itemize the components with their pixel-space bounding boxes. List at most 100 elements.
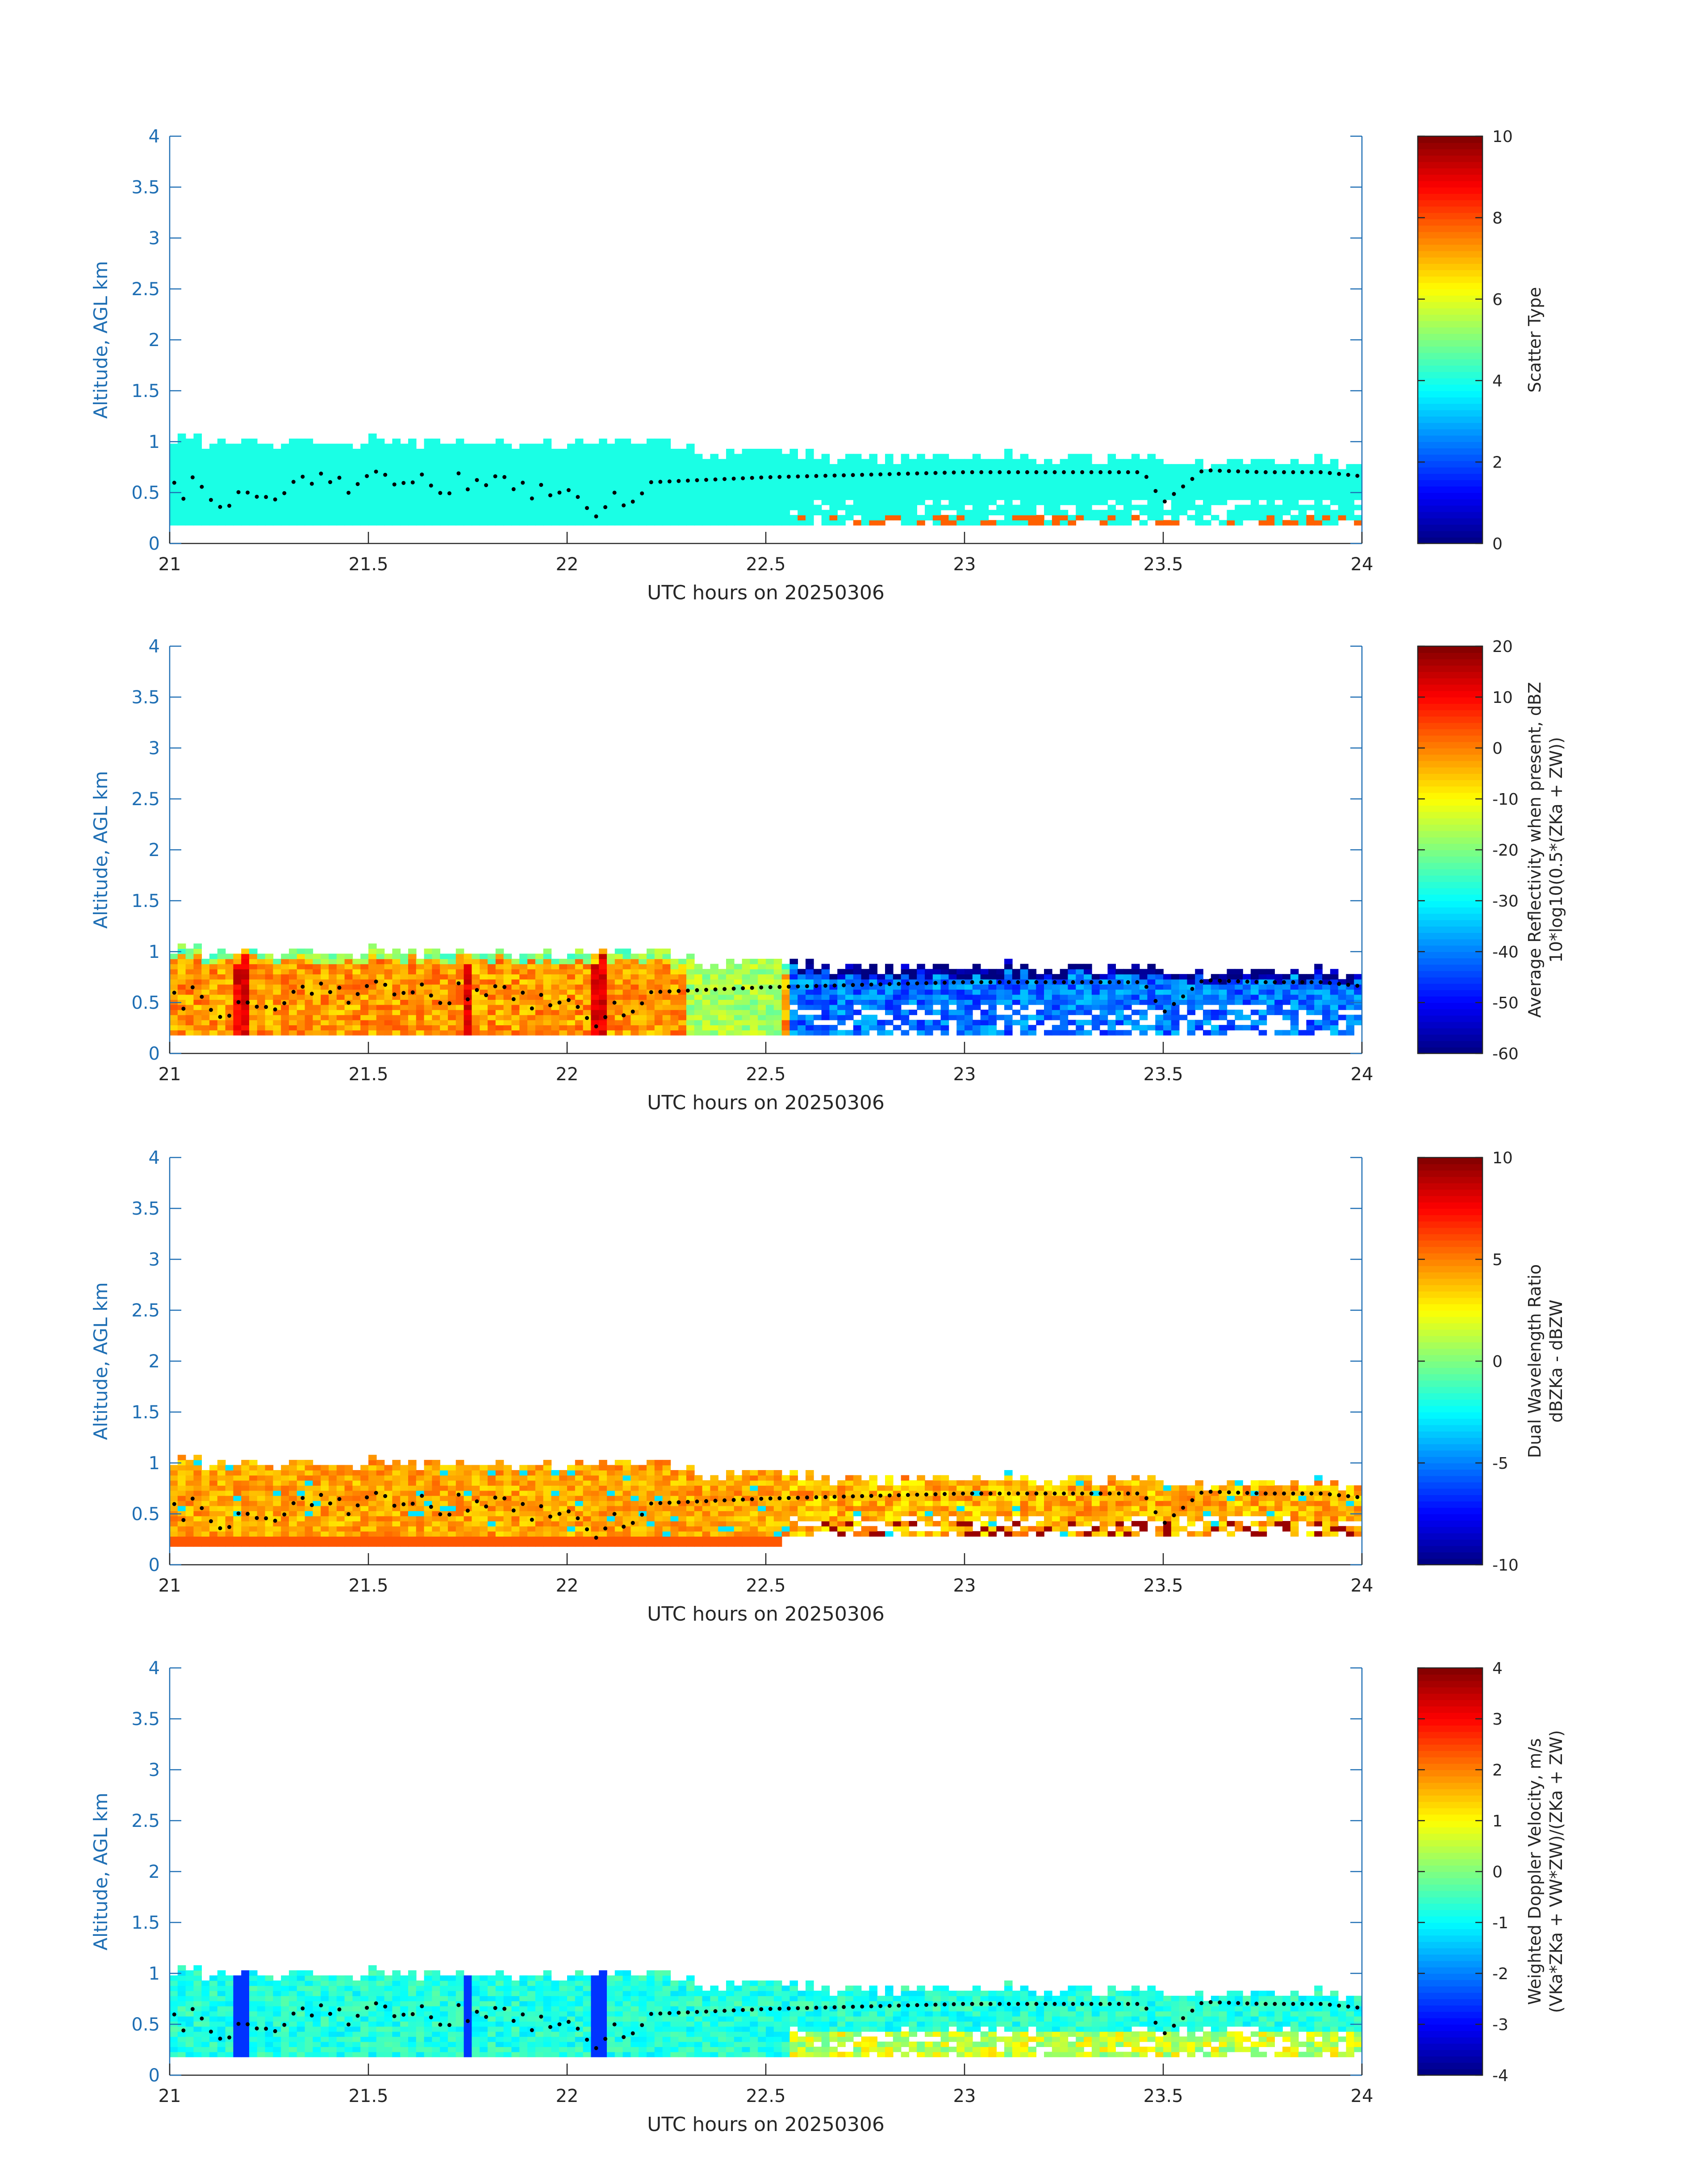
heatmap-cell: [225, 1505, 234, 1511]
heatmap-cell: [781, 505, 790, 510]
heatmap-cell: [368, 953, 377, 959]
heatmap-cell: [1155, 469, 1164, 475]
heatmap-cell: [925, 464, 933, 470]
heatmap-cell: [1060, 459, 1069, 464]
heatmap-cell: [781, 994, 790, 1000]
heatmap-cell: [917, 520, 925, 526]
heatmap-cell: [241, 505, 250, 510]
heatmap-cell: [360, 989, 369, 995]
heatmap-cell: [464, 489, 472, 495]
heatmap-cell: [321, 510, 329, 515]
cloud-base-dot: [832, 473, 837, 478]
heatmap-cell: [1195, 1025, 1203, 1031]
heatmap-cell: [535, 464, 544, 470]
heatmap-cell: [877, 1025, 885, 1031]
cloud-base-dot: [1263, 470, 1268, 474]
heatmap-cell: [647, 464, 655, 470]
heatmap-cell: [1274, 1009, 1283, 1015]
y-tick-label: 2.5: [131, 789, 160, 810]
heatmap-cell: [781, 979, 790, 985]
heatmap-cell: [455, 484, 464, 490]
heatmap-cell: [1028, 474, 1036, 480]
colorbar-swatch: [1418, 511, 1482, 518]
heatmap-cell: [710, 1025, 718, 1031]
heatmap-cell: [503, 979, 512, 985]
heatmap-cell: [1203, 1015, 1211, 1020]
heatmap-cell: [1290, 484, 1299, 490]
cloud-base-dot: [722, 987, 727, 991]
heatmap-cell: [1235, 984, 1243, 990]
heatmap-cell: [662, 1020, 671, 1025]
cloud-base-dot: [603, 1015, 608, 1020]
heatmap-cell: [1084, 489, 1092, 495]
cloud-base-dot: [603, 505, 608, 510]
heatmap-cell: [789, 448, 798, 455]
heatmap-cell: [710, 1020, 718, 1025]
heatmap-cell: [408, 964, 417, 969]
heatmap-cell: [766, 958, 774, 965]
heatmap-cell: [1330, 464, 1339, 470]
heatmap-cell: [503, 1015, 512, 1020]
heatmap-cell: [1346, 1020, 1354, 1025]
heatmap-cell: [702, 494, 711, 500]
heatmap-cell: [392, 1025, 401, 1031]
heatmap-cell: [551, 484, 560, 490]
heatmap-cell: [241, 984, 250, 990]
heatmap-cell: [472, 999, 480, 1005]
heatmap-cell: [551, 1009, 560, 1015]
heatmap-cell: [1147, 469, 1156, 475]
heatmap-cell: [1123, 489, 1132, 495]
heatmap-cell: [789, 469, 798, 475]
heatmap-cell: [392, 439, 401, 444]
heatmap-cell: [313, 1541, 321, 1547]
heatmap-cell: [265, 1009, 274, 1015]
heatmap-cell: [1250, 1025, 1259, 1031]
heatmap-cell: [940, 484, 949, 490]
cloud-base-dot: [420, 472, 424, 477]
heatmap-cell: [241, 1505, 250, 1511]
heatmap-cell: [1163, 984, 1172, 990]
heatmap-cell: [694, 510, 703, 515]
heatmap-cell: [1274, 515, 1283, 521]
heatmap-cell: [1266, 474, 1275, 480]
heatmap-cell: [368, 489, 377, 495]
heatmap-cell: [1290, 1015, 1299, 1020]
heatmap-cell: [265, 958, 274, 965]
heatmap-cell: [201, 1485, 210, 1491]
heatmap-cell: [726, 964, 735, 969]
heatmap-cell: [503, 520, 512, 526]
heatmap-cell: [527, 515, 536, 521]
heatmap-cell: [511, 454, 520, 460]
heatmap-cell: [233, 1480, 242, 1486]
heatmap-cell: [321, 459, 329, 464]
colorbar-swatch: [1418, 665, 1482, 672]
heatmap-cell: [527, 464, 536, 470]
heatmap-cell: [408, 953, 417, 959]
heatmap-cell: [1306, 474, 1315, 480]
heatmap-cell: [845, 515, 854, 521]
heatmap-cell: [225, 964, 234, 969]
heatmap-cell: [789, 1025, 798, 1031]
heatmap-cell: [360, 999, 369, 1005]
heatmap-cell: [296, 454, 305, 460]
heatmap-cell: [1195, 505, 1203, 510]
heatmap-cell: [662, 464, 671, 470]
cloud-base-dot: [181, 1007, 186, 1011]
heatmap-cell: [249, 1025, 258, 1031]
heatmap-cell: [1044, 464, 1052, 470]
heatmap-cell: [647, 1030, 655, 1036]
heatmap-cell: [289, 459, 297, 464]
heatmap-cell: [861, 999, 870, 1005]
heatmap-cell: [583, 979, 592, 985]
heatmap-cell: [781, 1004, 790, 1010]
heatmap-cell: [193, 1015, 202, 1020]
colorbar-swatch: [1418, 939, 1482, 946]
heatmap-cell: [845, 999, 854, 1005]
heatmap-cell: [678, 494, 687, 500]
heatmap-cell: [1354, 479, 1362, 485]
heatmap-cell: [798, 459, 806, 464]
heatmap-cell: [296, 989, 305, 995]
heatmap-cell: [305, 1009, 313, 1015]
